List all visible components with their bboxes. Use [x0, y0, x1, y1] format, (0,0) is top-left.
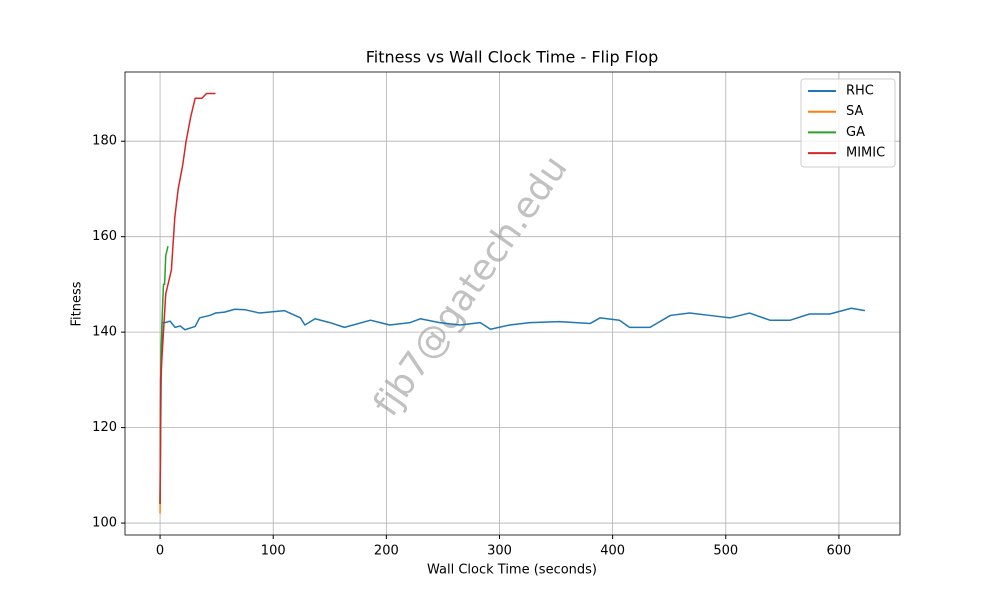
y-tick-label: 100 [92, 516, 117, 531]
x-axis-label: Wall Clock Time (seconds) [427, 563, 597, 578]
x-tick-label: 100 [261, 544, 286, 559]
legend-label: SA [846, 104, 863, 119]
legend-label: GA [846, 125, 865, 140]
plot-frame [124, 71, 901, 536]
legend-box [800, 78, 896, 168]
line-series [159, 307, 866, 504]
y-tick-label: 120 [92, 420, 117, 435]
chart-title: Fitness vs Wall Clock Time - Flip Flop [366, 48, 659, 67]
line-series [159, 92, 216, 504]
x-tick-label: 300 [487, 544, 512, 559]
y-axis-label: Fitness [70, 281, 85, 326]
x-tick-label: 400 [600, 544, 625, 559]
x-tick-label: 500 [713, 544, 738, 559]
y-tick-label: 160 [92, 229, 117, 244]
legend-label: RHC [846, 84, 874, 99]
x-tick-label: 0 [156, 544, 164, 559]
y-tick-label: 140 [92, 325, 117, 340]
x-tick-label: 200 [374, 544, 399, 559]
y-tick-label: 180 [92, 134, 117, 149]
watermark: fjb7@gatech.edu [366, 148, 576, 423]
legend-label: MIMIC [846, 146, 885, 161]
x-tick-label: 600 [826, 544, 851, 559]
